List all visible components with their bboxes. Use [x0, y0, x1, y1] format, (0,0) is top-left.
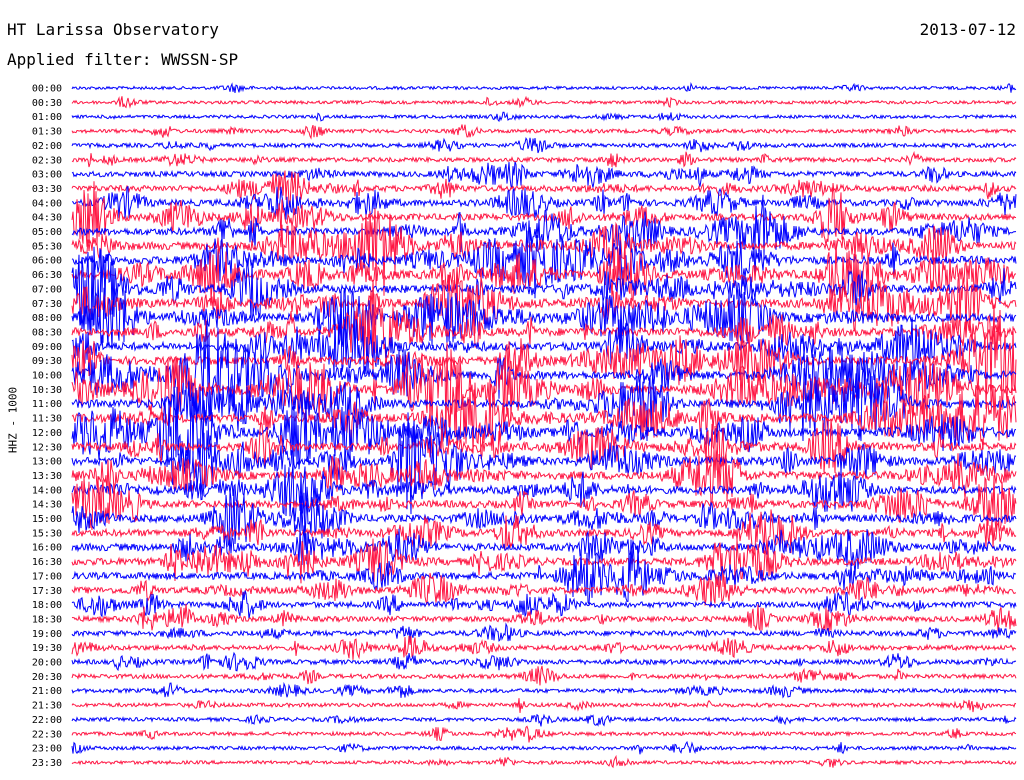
time-tick-label: 14:00: [32, 485, 62, 496]
time-tick-label: 23:30: [32, 758, 62, 769]
time-tick-label: 04:00: [32, 198, 62, 209]
time-tick-label: 18:30: [32, 614, 62, 625]
time-tick-label: 01:30: [32, 127, 62, 138]
time-tick-label: 00:30: [32, 98, 62, 109]
time-tick-label: 12:30: [32, 442, 62, 453]
trace-line: [71, 312, 1017, 380]
time-tick-label: 20:00: [32, 658, 62, 669]
trace-line: [71, 386, 1017, 486]
trace-line: [71, 170, 1017, 208]
time-tick-label: 18:00: [32, 600, 62, 611]
time-tick-label: 11:00: [32, 399, 62, 410]
trace-line: [71, 603, 1017, 632]
time-tick-label: 04:30: [32, 213, 62, 224]
time-tick-label: 20:30: [32, 672, 62, 683]
trace-line: [71, 651, 1017, 672]
trace-line: [71, 304, 1017, 411]
trace-line: [71, 181, 1017, 247]
trace-line: [71, 161, 1017, 189]
trace-line: [71, 509, 1017, 557]
time-tick-label: 16:30: [32, 557, 62, 568]
time-tick-label: 17:00: [32, 571, 62, 582]
time-tick-label: 10:00: [32, 371, 62, 382]
time-tick-label: 02:00: [32, 141, 62, 152]
trace-line: [71, 740, 1017, 755]
trace-line: [71, 635, 1017, 660]
trace-line: [71, 136, 1017, 154]
trace-line: [71, 246, 1017, 336]
time-tick-label: 21:30: [32, 701, 62, 712]
trace-line: [71, 240, 1017, 304]
time-tick-label: 14:30: [32, 500, 62, 511]
trace-line: [71, 289, 1017, 377]
date-label: 2013-07-12: [919, 20, 1016, 39]
time-tick-label: 23:00: [32, 744, 62, 755]
time-tick-label: 11:30: [32, 414, 62, 425]
trace-line: [71, 416, 1017, 473]
trace-line: [71, 622, 1017, 642]
time-tick-label: 19:00: [32, 629, 62, 640]
trace-line: [71, 378, 1017, 459]
trace-line: [71, 124, 1017, 140]
filter-label: Applied filter: WWSSN-SP: [7, 50, 239, 69]
trace-line: [71, 366, 1017, 442]
trace-line: [71, 111, 1017, 123]
trace-line: [71, 208, 1017, 296]
time-tick-label: 15:00: [32, 514, 62, 525]
time-tick-label: 16:00: [32, 543, 62, 554]
time-tick-label: 15:30: [32, 528, 62, 539]
time-tick-label: 22:00: [32, 715, 62, 726]
time-tick-label: 13:30: [32, 471, 62, 482]
time-tick-label: 07:00: [32, 284, 62, 295]
time-tick-label: 02:30: [32, 155, 62, 166]
trace-line: [71, 538, 1017, 587]
trace-line: [71, 287, 1017, 349]
trace-line: [71, 412, 1017, 515]
time-tick-label: 07:30: [32, 299, 62, 310]
trace-line: [71, 448, 1017, 507]
trace-line: [71, 268, 1017, 336]
trace-line: [71, 713, 1017, 727]
time-tick-label: 08:00: [32, 313, 62, 324]
time-tick-label: 06:30: [32, 270, 62, 281]
time-tick-label: 09:00: [32, 342, 62, 353]
time-tick-label: 06:00: [32, 256, 62, 267]
time-tick-label: 08:30: [32, 327, 62, 338]
time-tick-label: 00:00: [32, 84, 62, 95]
trace-line: [71, 186, 1017, 220]
time-tick-label: 03:30: [32, 184, 62, 195]
time-tick-label: 19:30: [32, 643, 62, 654]
trace-line: [71, 539, 1017, 606]
trace-line: [71, 698, 1017, 713]
time-tick-label: 09:30: [32, 356, 62, 367]
trace-line: [71, 665, 1017, 686]
trace-line: [71, 194, 1017, 260]
trace-line: [71, 486, 1017, 548]
time-tick-label: 03:00: [32, 170, 62, 181]
trace-line: [71, 590, 1017, 620]
trace-line: [71, 572, 1017, 607]
trace-line: [71, 227, 1017, 299]
time-tick-label: 13:00: [32, 457, 62, 468]
time-tick-label: 12:00: [32, 428, 62, 439]
trace-line: [71, 725, 1017, 743]
time-tick-label: 05:30: [32, 241, 62, 252]
station-title: HT Larissa Observatory: [7, 20, 219, 39]
time-tick-label: 17:30: [32, 586, 62, 597]
trace-line: [71, 754, 1017, 769]
time-tick-label: 22:30: [32, 729, 62, 740]
time-tick-label: 10:30: [32, 385, 62, 396]
trace-line: [71, 95, 1017, 109]
trace-line: [71, 81, 1017, 93]
trace-line: [71, 463, 1017, 522]
time-tick-label: 05:00: [32, 227, 62, 238]
trace-line: [71, 681, 1017, 699]
time-tick-label: 21:00: [32, 686, 62, 697]
time-tick-label: 01:00: [32, 112, 62, 123]
trace-line: [71, 150, 1017, 168]
